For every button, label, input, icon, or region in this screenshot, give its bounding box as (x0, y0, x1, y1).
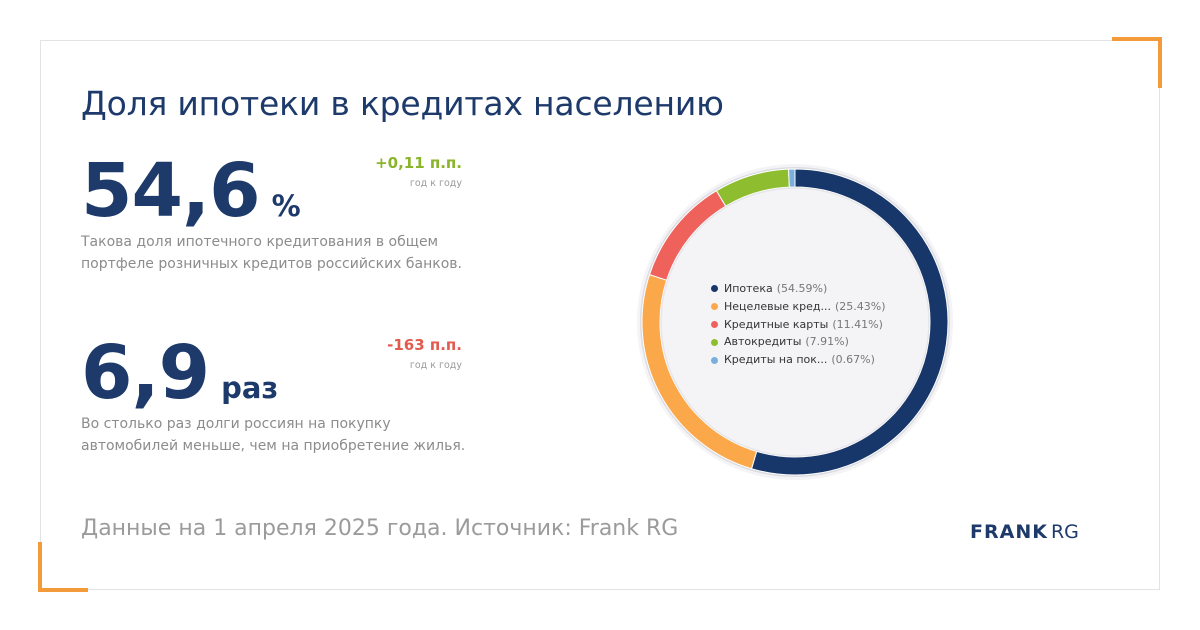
corner-accent-bottom-left (38, 542, 88, 592)
kpi-delta-note: год к году (409, 360, 462, 371)
legend-item: Ипотека (54.59%) (711, 280, 886, 298)
legend-percent: (25.43%) (835, 299, 886, 313)
kpi-unit: % (271, 189, 301, 223)
legend-dot (711, 338, 718, 346)
legend-item: Кредитные карты (11.41%) (711, 316, 886, 334)
legend-percent: (54.59%) (776, 282, 828, 295)
kpi-delta: -163 п.п. (387, 336, 462, 354)
kpi-description: Такова доля ипотечного кредитования в об… (81, 234, 462, 272)
kpi-value: 54,6% (81, 148, 301, 234)
legend-dot (711, 285, 718, 293)
corner-accent-top-right (1112, 37, 1162, 88)
legend-percent: (11.41%) (832, 317, 883, 331)
chart-legend: Ипотека (54.59%) Нецелевые кред... (25.43%)… (711, 280, 886, 369)
legend-dot (711, 356, 718, 364)
legend-label: Нецелевые кред... (724, 299, 832, 313)
legend-dot (711, 320, 718, 328)
legend-label: Ипотека (724, 282, 773, 295)
legend-item: Нецелевые кред... (25.43%) (711, 298, 886, 316)
donut-chart (637, 164, 953, 480)
legend-dot (711, 303, 718, 311)
donut-outer-ring (640, 167, 950, 477)
frank-rg-logo: FRANK RG (970, 521, 1079, 543)
source-note: Данные на 1 апреля 2025 года. Источник: … (81, 516, 679, 541)
kpi-description: Во столько раз долги россиян на покупку … (81, 416, 466, 454)
legend-label: Автокредиты (724, 335, 802, 349)
kpi-value: 6,9 раз (81, 330, 279, 416)
kpi-delta-note: год к году (409, 178, 462, 189)
kpi-delta: +0,11 п.п. (375, 154, 462, 172)
legend-percent: (0.67%) (831, 353, 875, 367)
donut-shadow-ring (637, 164, 953, 480)
legend-item: Кредиты на пок... (0.67%) (711, 351, 886, 369)
legend-label: Кредиты на пок... (724, 353, 828, 367)
donut-slice-4 (788, 168, 796, 188)
legend-label: Кредитные карты (724, 317, 829, 331)
legend-item: Автокредиты (7.91%) (711, 333, 886, 351)
legend-percent: (7.91%) (805, 335, 849, 349)
page-title: Доля ипотеки в кредитах населению (81, 84, 724, 123)
donut-inner-ring (660, 187, 930, 457)
kpi-unit: раз (221, 371, 279, 405)
card-frame (40, 40, 1160, 590)
